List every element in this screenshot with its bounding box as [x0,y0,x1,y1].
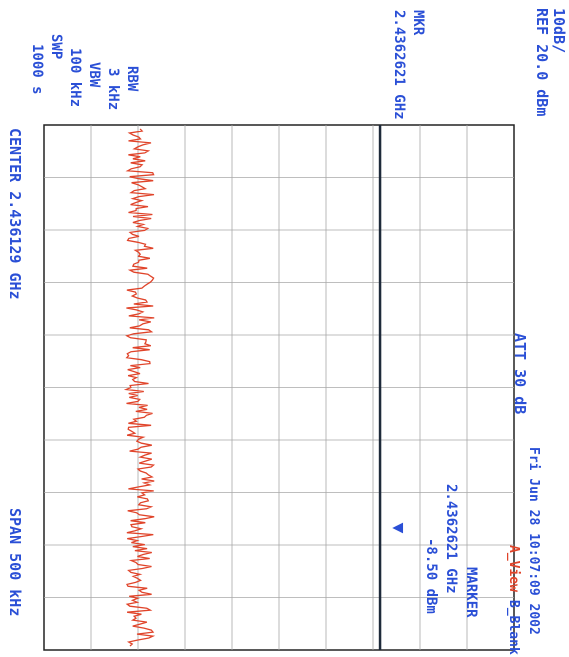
marker-readout-label: MKR [410,10,426,36]
attenuation-label: ATT 30 dB [511,333,529,414]
marker-box-level: -8.50 dBm [423,538,439,614]
center-frequency-label: CENTER 2.436129 GHz [6,128,24,300]
rbw-label: RBW [124,66,140,92]
vbw-value: 100 kHz [67,48,83,107]
trace-mode-b: B_Blank [506,600,521,655]
marker-box-frequency: 2.4362621 GHz [443,484,459,594]
swp-value: 1000 s [29,44,45,95]
grid-lines [44,125,514,650]
marker-readout-frequency: 2.4362621 GHz [391,10,407,120]
reference-level-label: REF 20.0 dBm [533,8,551,116]
vbw-label: VBW [86,62,102,88]
marker-triangle-icon: ▼ [388,523,409,534]
timestamp-label: Fri Jun 28 10:07:09 2002 [526,447,541,635]
marker-box-title: MARKER [463,567,479,618]
spectrum-trace [123,128,156,647]
span-label: SPAN 500 kHz [6,508,24,616]
scale-label: 10dB/ [550,8,568,53]
trace-mode-a: A_View [506,545,521,592]
rbw-value: 3 kHz [105,68,121,110]
swp-label: SWP [48,34,64,59]
